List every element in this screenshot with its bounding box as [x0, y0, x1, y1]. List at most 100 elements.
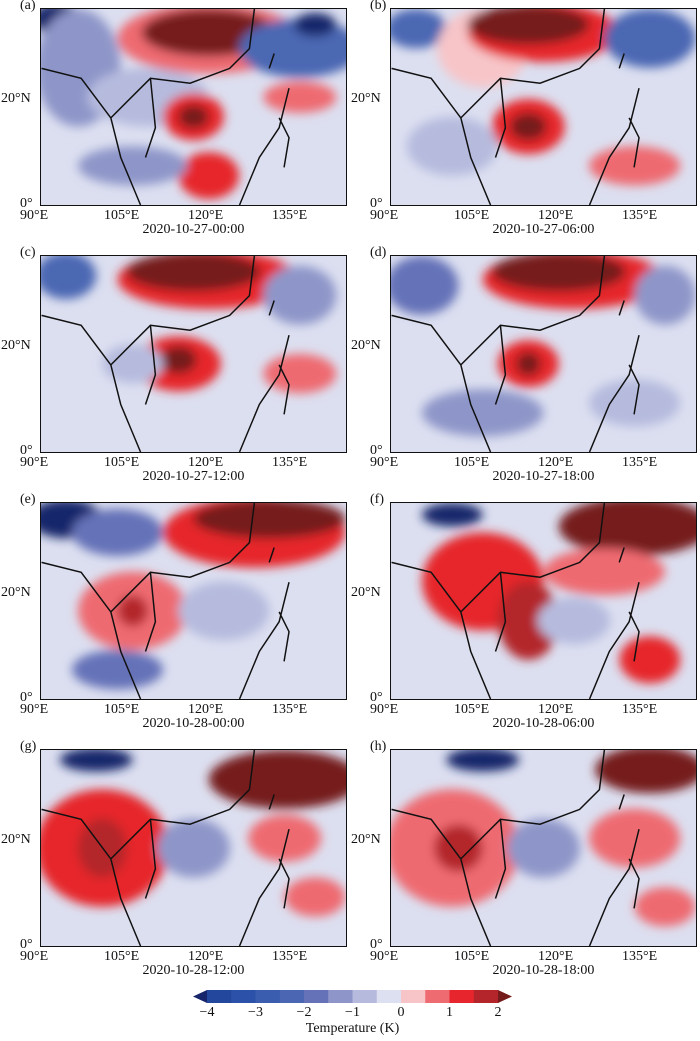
y-tick-label: 0° — [20, 196, 33, 211]
x-tick-label: 105°E — [104, 208, 140, 223]
map-panel — [390, 8, 697, 206]
y-tick-label: 20°N — [351, 585, 381, 600]
y-tick-label: 20°N — [351, 338, 381, 353]
x-tick-label: 135°E — [272, 455, 308, 470]
y-tick-label: 20°N — [1, 832, 31, 847]
anomaly-region — [634, 887, 696, 927]
anomaly-region — [293, 12, 337, 37]
y-tick-label: 0° — [370, 196, 383, 211]
x-tick-label: 105°E — [454, 455, 490, 470]
anomaly-region — [263, 265, 337, 325]
colorbar-bin — [255, 990, 281, 1003]
panel-label: (f) — [370, 492, 384, 507]
anomaly-region — [71, 650, 164, 690]
colorbar-tick-label: 1 — [446, 1005, 453, 1020]
colorbar-tick-label: −2 — [296, 1005, 312, 1020]
colorbar-bin — [304, 990, 329, 1003]
temperature-anomaly-map — [391, 256, 696, 452]
anomaly-region — [102, 344, 164, 384]
x-tick-label: 105°E — [454, 702, 490, 717]
panel-label: (d) — [370, 245, 387, 260]
x-tick-label: 135°E — [622, 702, 658, 717]
anomaly-region — [619, 636, 681, 684]
anomaly-region — [543, 548, 666, 596]
x-tick-label: 120°E — [188, 702, 224, 717]
colorbar-bin — [207, 990, 232, 1003]
x-tick-label: 105°E — [454, 208, 490, 223]
anomaly-region — [248, 814, 322, 862]
temperature-anomaly-map — [41, 750, 346, 946]
timestamp-label: 2020-10-27-06:00 — [492, 222, 595, 237]
temperature-anomaly-map — [41, 503, 346, 699]
x-tick-label: 120°E — [188, 949, 224, 964]
y-tick-label: 20°N — [1, 338, 31, 353]
anomaly-region — [391, 256, 459, 315]
y-tick-label: 0° — [370, 443, 383, 458]
timestamp-label: 2020-10-27-18:00 — [492, 469, 595, 484]
anomaly-region — [558, 503, 696, 556]
anomaly-region — [467, 9, 590, 45]
colorbar-over-arrow — [498, 990, 512, 1003]
anomaly-region — [263, 81, 337, 113]
x-tick-label: 135°E — [622, 208, 658, 223]
colorbar-bin — [231, 990, 256, 1003]
anomaly-region — [160, 346, 197, 374]
x-tick-label: 105°E — [454, 949, 490, 964]
anomaly-region — [178, 152, 240, 200]
timestamp-label: 2020-10-27-00:00 — [142, 222, 245, 237]
anomaly-region — [406, 116, 498, 176]
x-tick-label: 105°E — [104, 949, 140, 964]
x-tick-label: 105°E — [104, 702, 140, 717]
colorbar-tick-label: −3 — [248, 1005, 263, 1020]
anomaly-region — [178, 105, 209, 129]
x-tick-label: 120°E — [538, 702, 574, 717]
anomaly-region — [78, 146, 188, 186]
x-tick-label: 90°E — [370, 208, 399, 223]
temperature-anomaly-map — [391, 503, 696, 699]
anomaly-region — [497, 581, 559, 660]
map-panel — [390, 502, 697, 700]
map-panel — [40, 8, 347, 206]
anomaly-region — [421, 389, 544, 437]
colorbar-tick-label: −4 — [199, 1005, 215, 1020]
panel-label: (c) — [20, 245, 36, 260]
anomaly-region — [284, 877, 346, 917]
anomaly-region — [157, 818, 230, 878]
x-tick-label: 120°E — [188, 208, 224, 223]
x-tick-label: 90°E — [20, 455, 49, 470]
anomaly-region — [263, 354, 337, 394]
anomaly-region — [178, 581, 270, 641]
timestamp-label: 2020-10-28-06:00 — [492, 716, 595, 731]
anomaly-region — [507, 818, 580, 878]
colorbar-bar — [193, 990, 512, 1003]
timestamp-label: 2020-10-27-12:00 — [142, 469, 245, 484]
colorbar-bin — [352, 990, 378, 1003]
temperature-anomaly-map — [391, 750, 696, 946]
colorbar-tick-label: 0 — [397, 1005, 405, 1020]
anomaly-region — [41, 256, 97, 300]
temperature-anomaly-map — [391, 9, 696, 205]
timestamp-label: 2020-10-28-12:00 — [142, 963, 245, 978]
timestamp-label: 2020-10-28-18:00 — [492, 963, 595, 978]
colorbar-bin — [401, 990, 426, 1003]
colorbar-tick-label: −1 — [345, 1005, 360, 1020]
x-tick-label: 90°E — [20, 949, 49, 964]
anomaly-region — [537, 597, 611, 645]
y-tick-label: 20°N — [1, 585, 31, 600]
map-panel — [40, 749, 347, 947]
x-tick-label: 135°E — [622, 455, 658, 470]
y-tick-label: 0° — [20, 443, 33, 458]
x-tick-label: 90°E — [370, 702, 399, 717]
map-panel — [390, 255, 697, 453]
coastline — [391, 9, 640, 205]
x-tick-label: 120°E — [538, 455, 574, 470]
x-tick-label: 135°E — [622, 949, 658, 964]
colorbar — [193, 990, 512, 1003]
colorbar-bin — [279, 990, 305, 1003]
anomaly-region — [71, 508, 164, 556]
anomaly-region — [491, 256, 626, 292]
coastline — [41, 9, 290, 205]
y-tick-label: 0° — [370, 937, 383, 952]
x-tick-label: 135°E — [272, 702, 308, 717]
y-tick-label: 20°N — [351, 832, 381, 847]
